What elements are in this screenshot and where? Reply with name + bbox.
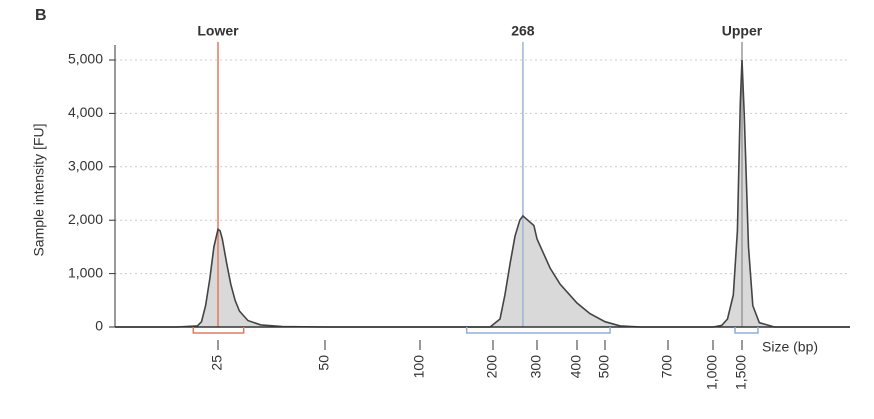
y-tick-label: 0	[95, 318, 103, 334]
y-axis-label: Sample intensity [FU]	[31, 123, 47, 256]
y-tick-label: 2,000	[68, 211, 103, 227]
trace-line	[115, 59, 850, 328]
x-tick-label: 25	[209, 355, 225, 371]
marker-label: Lower	[197, 23, 239, 39]
x-tick-label: 700	[659, 355, 675, 379]
region-bracket	[734, 327, 759, 334]
marker-label: 268	[511, 23, 535, 39]
region-bracket	[465, 327, 611, 334]
marker-label: Upper	[722, 23, 763, 39]
x-tick-label: 200	[484, 355, 500, 379]
y-tick-label: 5,000	[68, 51, 103, 67]
x-tick-label: 300	[528, 355, 544, 379]
y-tick-label: 4,000	[68, 104, 103, 120]
x-tick-label: 100	[411, 355, 427, 379]
y-tick-label: 1,000	[68, 264, 103, 280]
x-tick-label: 500	[596, 355, 612, 379]
y-tick-label: 3,000	[68, 158, 103, 174]
x-tick-label: 50	[316, 355, 332, 371]
x-tick-label: 1,000	[704, 355, 720, 390]
region-bracket	[192, 327, 245, 334]
x-axis-label: Size (bp)	[762, 339, 818, 355]
panel-label: B	[35, 7, 47, 24]
x-tick-label: 400	[568, 355, 584, 379]
x-tick-label: 1,500	[733, 355, 749, 390]
